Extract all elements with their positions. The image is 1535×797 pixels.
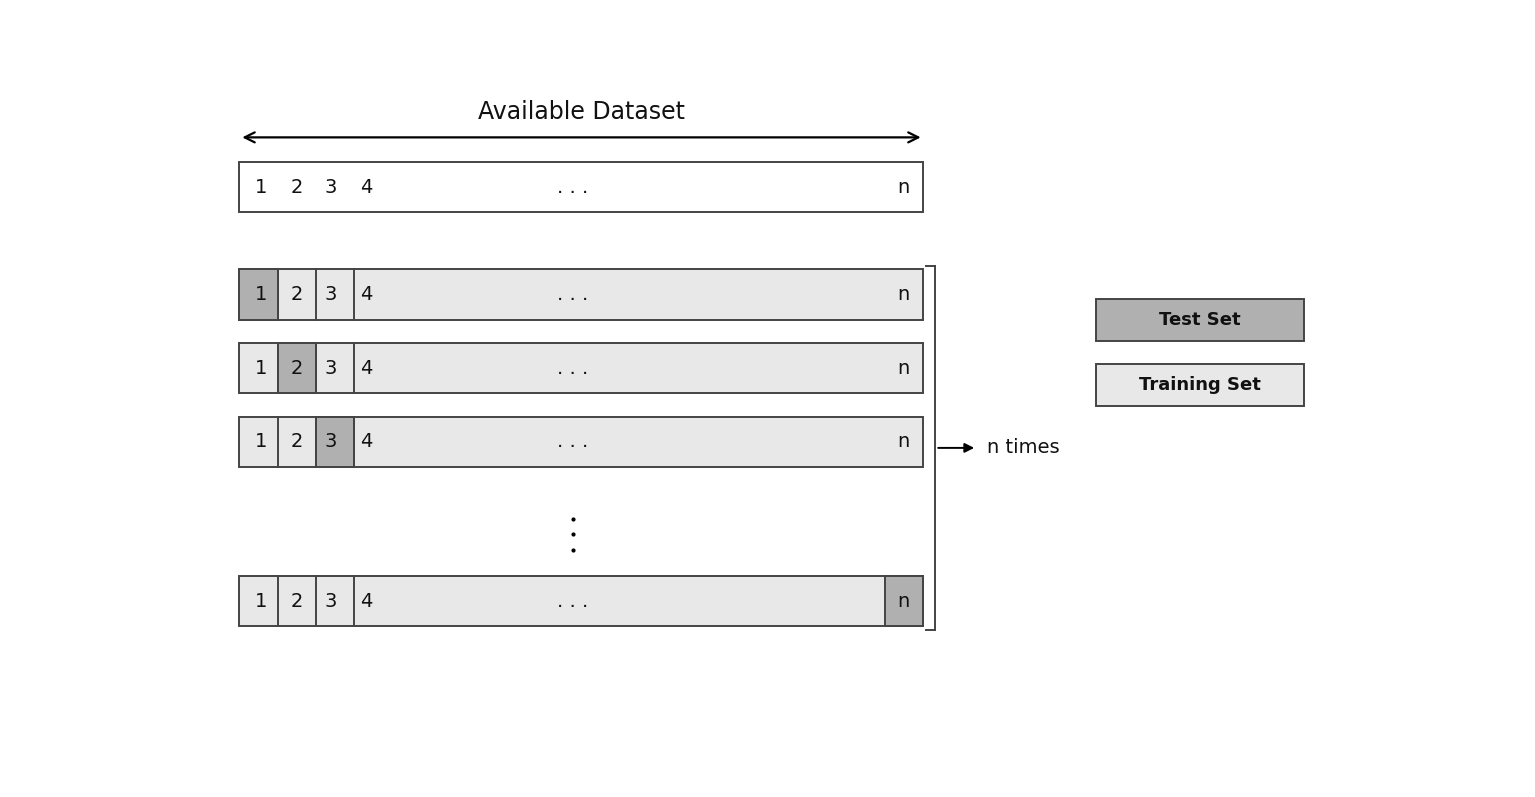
Text: . . .: . . . xyxy=(557,178,588,197)
Text: 4: 4 xyxy=(361,432,373,451)
Text: 3: 3 xyxy=(325,432,338,451)
Text: . . .: . . . xyxy=(557,432,588,451)
Text: 2: 2 xyxy=(290,285,302,304)
Bar xyxy=(886,576,924,626)
Text: 3: 3 xyxy=(325,359,338,378)
Text: . . .: . . . xyxy=(557,285,588,304)
Bar xyxy=(316,417,353,467)
Text: n: n xyxy=(896,178,909,197)
Text: 2: 2 xyxy=(290,178,302,197)
Text: Available Dataset: Available Dataset xyxy=(477,100,685,124)
Text: 2: 2 xyxy=(290,432,302,451)
Text: 4: 4 xyxy=(361,285,373,304)
Text: 3: 3 xyxy=(325,592,338,611)
Bar xyxy=(239,576,924,626)
Text: 4: 4 xyxy=(361,592,373,611)
Text: 1: 1 xyxy=(255,178,267,197)
Text: n times: n times xyxy=(987,438,1059,457)
Text: 3: 3 xyxy=(325,285,338,304)
Text: n: n xyxy=(896,432,909,451)
Bar xyxy=(239,269,924,320)
Bar xyxy=(239,343,924,393)
Text: n: n xyxy=(896,592,909,611)
Text: 4: 4 xyxy=(361,359,373,378)
Text: 1: 1 xyxy=(255,592,267,611)
Text: n: n xyxy=(896,359,909,378)
Text: 1: 1 xyxy=(255,285,267,304)
Bar xyxy=(239,269,278,320)
Text: 2: 2 xyxy=(290,592,302,611)
Text: n: n xyxy=(896,285,909,304)
Bar xyxy=(1096,363,1305,406)
Text: 4: 4 xyxy=(361,178,373,197)
Text: . . .: . . . xyxy=(557,359,588,378)
Bar xyxy=(1096,300,1305,341)
Text: 3: 3 xyxy=(325,178,338,197)
Text: . . .: . . . xyxy=(557,592,588,611)
Text: Training Set: Training Set xyxy=(1139,375,1262,394)
Text: Test Set: Test Set xyxy=(1159,312,1240,329)
Text: 1: 1 xyxy=(255,359,267,378)
Bar xyxy=(239,417,924,467)
Text: 1: 1 xyxy=(255,432,267,451)
Bar xyxy=(239,162,924,212)
Bar xyxy=(278,343,316,393)
Text: 2: 2 xyxy=(290,359,302,378)
